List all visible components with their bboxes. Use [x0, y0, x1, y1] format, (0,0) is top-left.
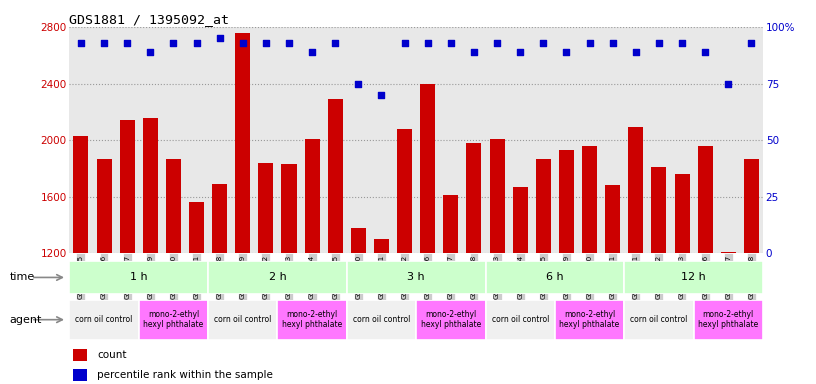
Text: 3 h: 3 h: [407, 272, 425, 283]
Bar: [628, 127, 643, 384]
Point: [676, 40, 689, 46]
Bar: [235, 33, 251, 384]
Point: [721, 81, 734, 87]
Bar: [120, 120, 135, 384]
Point: [698, 49, 712, 55]
Text: mono-2-ethyl
hexyl phthalate: mono-2-ethyl hexyl phthalate: [282, 310, 342, 329]
Point: [421, 40, 434, 46]
Bar: [675, 174, 690, 384]
Text: corn oil control: corn oil control: [353, 315, 410, 324]
Bar: [721, 252, 736, 384]
Bar: [189, 202, 204, 384]
Bar: [282, 164, 296, 384]
Bar: [259, 163, 273, 384]
Point: [606, 40, 619, 46]
Text: corn oil control: corn oil control: [75, 315, 133, 324]
Point: [629, 49, 642, 55]
Bar: [624, 261, 763, 294]
Text: 1 h: 1 h: [130, 272, 148, 283]
Bar: [651, 167, 667, 384]
Bar: [277, 300, 347, 340]
Text: 12 h: 12 h: [681, 272, 706, 283]
Bar: [69, 261, 208, 294]
Text: mono-2-ethyl
hexyl phthalate: mono-2-ethyl hexyl phthalate: [421, 310, 481, 329]
Bar: [467, 143, 481, 384]
Bar: [96, 159, 112, 384]
Text: corn oil control: corn oil control: [491, 315, 549, 324]
Bar: [512, 187, 528, 384]
Text: mono-2-ethyl
hexyl phthalate: mono-2-ethyl hexyl phthalate: [698, 310, 758, 329]
Text: corn oil control: corn oil control: [214, 315, 272, 324]
Bar: [443, 195, 459, 384]
Bar: [212, 184, 227, 384]
Point: [121, 40, 134, 46]
Point: [329, 40, 342, 46]
Bar: [694, 300, 763, 340]
Bar: [744, 159, 759, 384]
Bar: [328, 99, 343, 384]
Point: [490, 40, 503, 46]
Bar: [351, 228, 366, 384]
Point: [375, 92, 388, 98]
Point: [98, 40, 111, 46]
Bar: [374, 239, 389, 384]
Bar: [486, 300, 555, 340]
Bar: [347, 300, 416, 340]
Text: corn oil control: corn oil control: [630, 315, 688, 324]
Point: [583, 40, 596, 46]
Point: [352, 81, 365, 87]
Point: [468, 49, 481, 55]
Text: mono-2-ethyl
hexyl phthalate: mono-2-ethyl hexyl phthalate: [144, 310, 203, 329]
Text: mono-2-ethyl
hexyl phthalate: mono-2-ethyl hexyl phthalate: [560, 310, 619, 329]
Text: count: count: [97, 350, 126, 360]
Point: [236, 40, 249, 46]
Bar: [73, 349, 86, 361]
Text: percentile rank within the sample: percentile rank within the sample: [97, 370, 273, 380]
Point: [652, 40, 665, 46]
Point: [745, 40, 758, 46]
Text: 6 h: 6 h: [546, 272, 564, 283]
Bar: [73, 136, 88, 384]
Bar: [486, 261, 624, 294]
Bar: [582, 146, 597, 384]
Bar: [208, 261, 347, 294]
Text: agent: agent: [10, 315, 42, 325]
Point: [166, 40, 180, 46]
Text: time: time: [10, 272, 35, 282]
Bar: [347, 261, 486, 294]
Bar: [536, 159, 551, 384]
Text: 2 h: 2 h: [268, 272, 286, 283]
Bar: [420, 84, 435, 384]
Bar: [69, 300, 139, 340]
Point: [305, 49, 318, 55]
Text: GDS1881 / 1395092_at: GDS1881 / 1395092_at: [69, 13, 229, 26]
Bar: [73, 369, 86, 381]
Point: [259, 40, 273, 46]
Bar: [698, 146, 712, 384]
Bar: [559, 150, 574, 384]
Point: [513, 49, 526, 55]
Point: [537, 40, 550, 46]
Bar: [624, 300, 694, 340]
Bar: [208, 300, 277, 340]
Point: [282, 40, 295, 46]
Point: [144, 49, 157, 55]
Bar: [304, 139, 320, 384]
Point: [560, 49, 573, 55]
Bar: [416, 300, 486, 340]
Bar: [555, 300, 624, 340]
Point: [74, 40, 87, 46]
Bar: [166, 159, 181, 384]
Bar: [397, 129, 412, 384]
Bar: [490, 139, 504, 384]
Bar: [139, 300, 208, 340]
Point: [213, 35, 226, 41]
Point: [398, 40, 411, 46]
Bar: [605, 185, 620, 384]
Bar: [143, 118, 157, 384]
Point: [190, 40, 203, 46]
Point: [444, 40, 457, 46]
